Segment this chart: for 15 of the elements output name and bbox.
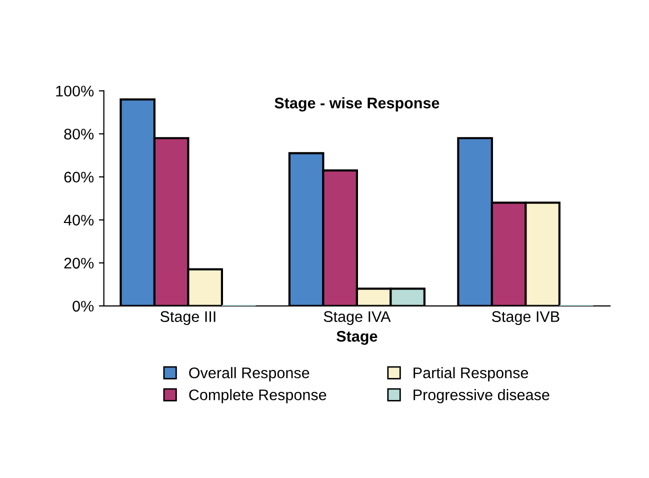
y-tick-label: 40% (64, 214, 94, 226)
x-tick-label: Stage IVB (492, 311, 560, 326)
y-tick-label: 100% (56, 86, 94, 97)
x-axis-title: Stage (336, 330, 378, 345)
x-tick-label: Stage III (160, 311, 216, 326)
y-tick-label: 60% (64, 172, 94, 183)
legend-label: Progressive disease (414, 389, 550, 404)
chart-title: Stage - wise Response (274, 97, 440, 112)
x-tick-label: Stage IVA (324, 311, 391, 326)
legend-label: Partial Response (414, 367, 528, 382)
y-tick-label: 0% (72, 300, 94, 312)
legend-label: Overall Response (189, 367, 310, 382)
legend-label: Complete Response (189, 389, 326, 404)
y-tick-label: 80% (64, 128, 94, 140)
y-tick-label: 20% (64, 258, 94, 269)
